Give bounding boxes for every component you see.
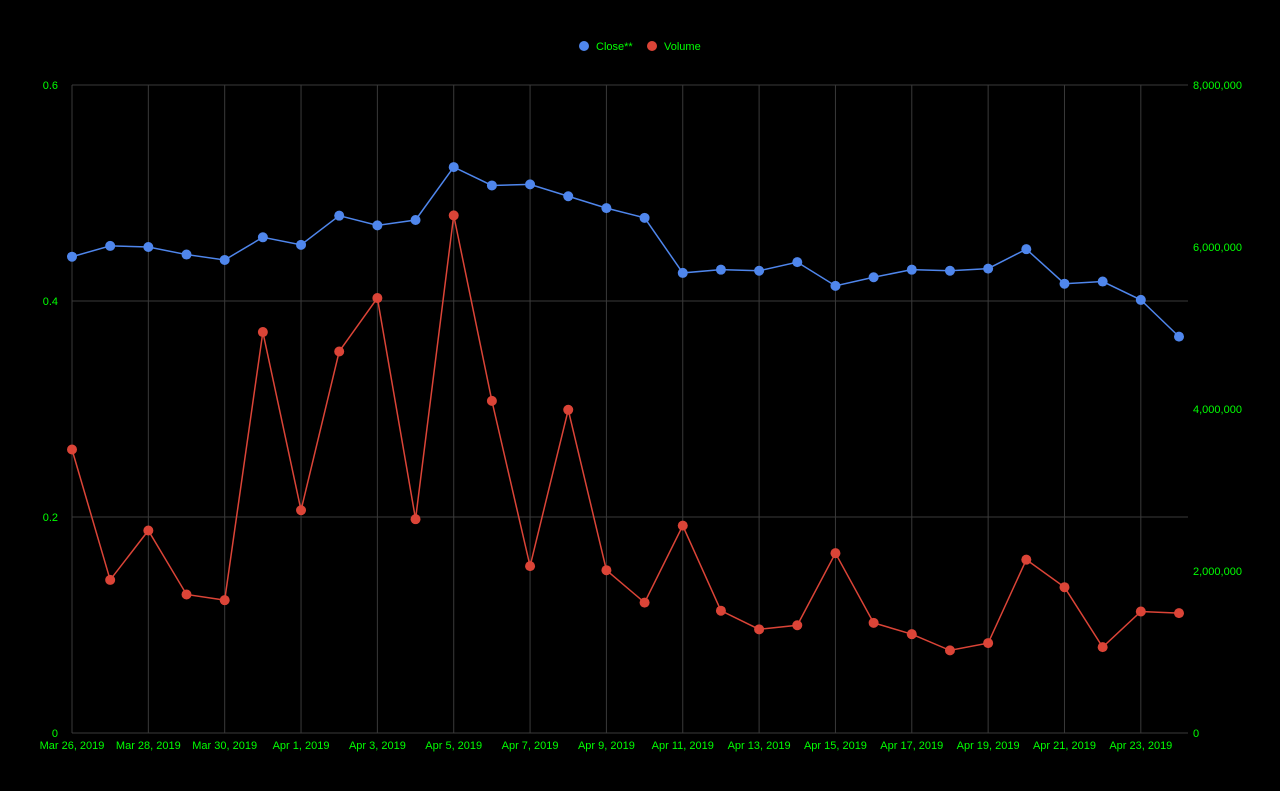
data-point[interactable] xyxy=(868,617,879,628)
x-tick-label: Apr 1, 2019 xyxy=(273,740,330,752)
y-right-tick-label: 8,000,000 xyxy=(1193,80,1242,92)
y-left-tick-label: 0.6 xyxy=(43,80,58,92)
data-point[interactable] xyxy=(486,180,497,191)
x-tick-label: Apr 11, 2019 xyxy=(652,740,714,752)
y-left-tick-label: 0 xyxy=(52,728,58,740)
data-point[interactable] xyxy=(67,251,77,262)
data-point[interactable] xyxy=(715,605,726,616)
data-point[interactable] xyxy=(410,514,421,525)
data-point[interactable] xyxy=(868,272,879,283)
data-point[interactable] xyxy=(1097,642,1108,653)
x-tick-label: Apr 7, 2019 xyxy=(502,740,559,752)
data-point[interactable] xyxy=(792,620,803,631)
data-point[interactable] xyxy=(1135,294,1146,305)
data-point[interactable] xyxy=(334,210,345,221)
legend: Close** Volume xyxy=(579,41,701,53)
data-point[interactable] xyxy=(257,232,268,243)
data-point[interactable] xyxy=(296,239,307,250)
data-point[interactable] xyxy=(257,327,268,338)
data-point[interactable] xyxy=(830,548,841,559)
x-tick-label: Apr 19, 2019 xyxy=(957,740,1020,752)
data-point[interactable] xyxy=(372,220,383,231)
legend-label-close: Close** xyxy=(596,41,633,53)
data-point[interactable] xyxy=(219,595,230,606)
axis-tick-labels: 0 0.2 0.4 0.6 0 2,000,000 4,000,000 6,000,000 8,… xyxy=(40,80,1242,752)
data-point[interactable] xyxy=(372,293,383,304)
data-point[interactable] xyxy=(181,589,192,600)
data-point[interactable] xyxy=(525,561,536,572)
y-left-tick-label: 0.2 xyxy=(43,512,58,524)
x-tick-label: Apr 9, 2019 xyxy=(578,740,635,752)
legend-marker-close xyxy=(579,41,589,51)
data-point[interactable] xyxy=(448,210,459,221)
grid xyxy=(71,84,1188,734)
x-tick-label: Apr 15, 2019 xyxy=(804,740,867,752)
data-point[interactable] xyxy=(181,249,192,260)
data-point[interactable] xyxy=(639,212,650,223)
x-tick-label: Apr 5, 2019 xyxy=(425,740,482,752)
y-right-tick-label: 0 xyxy=(1193,728,1199,740)
data-point[interactable] xyxy=(639,597,650,608)
data-point[interactable] xyxy=(906,629,917,640)
x-tick-label: Mar 28, 2019 xyxy=(116,740,181,752)
data-point[interactable] xyxy=(219,254,230,265)
data-point[interactable] xyxy=(105,240,116,251)
data-point[interactable] xyxy=(1021,554,1032,565)
data-point[interactable] xyxy=(906,264,917,275)
data-point[interactable] xyxy=(525,179,536,190)
data-point[interactable] xyxy=(677,267,688,278)
x-tick-label: Mar 30, 2019 xyxy=(192,740,257,752)
series-line xyxy=(71,166,1180,338)
y-right-tick-label: 2,000,000 xyxy=(1193,566,1242,578)
data-point[interactable] xyxy=(296,505,307,516)
legend-item-volume[interactable]: Volume xyxy=(647,41,701,53)
x-tick-label: Apr 3, 2019 xyxy=(349,740,406,752)
data-point[interactable] xyxy=(601,565,612,576)
data-point[interactable] xyxy=(1174,608,1184,619)
data-point[interactable] xyxy=(983,263,994,274)
y-right-tick-label: 6,000,000 xyxy=(1193,242,1242,254)
series-line xyxy=(71,215,1180,652)
data-point[interactable] xyxy=(105,574,116,585)
data-point[interactable] xyxy=(1059,582,1070,593)
legend-label-volume: Volume xyxy=(664,41,701,53)
series-volume xyxy=(67,210,1184,656)
data-point[interactable] xyxy=(67,444,77,455)
data-point[interactable] xyxy=(944,645,955,656)
data-point[interactable] xyxy=(601,203,612,214)
data-point[interactable] xyxy=(563,404,574,415)
x-tick-label: Apr 13, 2019 xyxy=(728,740,791,752)
data-point[interactable] xyxy=(677,520,688,531)
data-point[interactable] xyxy=(1059,278,1070,289)
data-point[interactable] xyxy=(1097,276,1108,287)
x-tick-label: Apr 21, 2019 xyxy=(1033,740,1096,752)
legend-marker-volume xyxy=(647,41,657,51)
data-point[interactable] xyxy=(830,280,841,291)
legend-item-close[interactable]: Close** xyxy=(579,41,633,53)
data-point[interactable] xyxy=(983,638,994,649)
data-point[interactable] xyxy=(944,265,955,276)
data-point[interactable] xyxy=(410,215,421,225)
series-close xyxy=(67,162,1184,342)
y-right-tick-label: 4,000,000 xyxy=(1193,404,1242,416)
data-point[interactable] xyxy=(1135,606,1146,617)
y-left-tick-label: 0.4 xyxy=(43,296,58,308)
data-point[interactable] xyxy=(754,624,765,635)
x-tick-label: Mar 26, 2019 xyxy=(40,740,105,752)
x-tick-label: Apr 23, 2019 xyxy=(1109,740,1172,752)
data-point[interactable] xyxy=(448,162,459,173)
data-point[interactable] xyxy=(1021,244,1032,255)
data-point[interactable] xyxy=(334,346,345,357)
data-point[interactable] xyxy=(792,257,803,268)
data-point[interactable] xyxy=(143,242,154,252)
data-point[interactable] xyxy=(715,264,726,275)
data-point[interactable] xyxy=(1174,331,1184,342)
series-layer xyxy=(67,162,1184,656)
data-point[interactable] xyxy=(563,191,574,202)
data-point[interactable] xyxy=(754,265,765,276)
data-point[interactable] xyxy=(486,395,497,406)
x-tick-label: Apr 17, 2019 xyxy=(880,740,943,752)
data-point[interactable] xyxy=(143,525,154,536)
